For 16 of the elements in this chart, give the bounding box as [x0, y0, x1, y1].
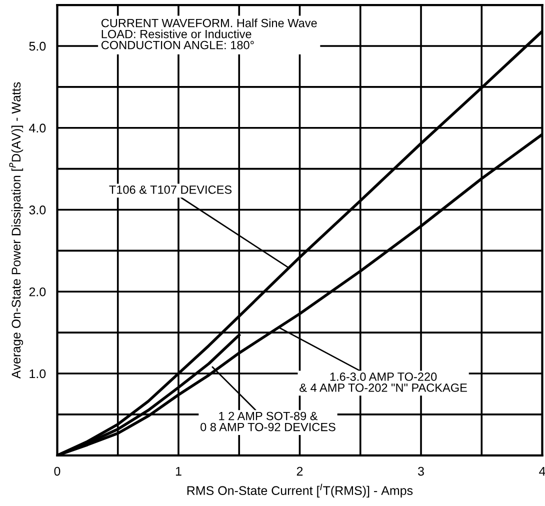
annotation: CURRENT WAVEFORM. Half Sine Wave LOAD: Resistive or Inductive CONDUCTION ANGLE: 180° [101, 18, 317, 50]
x-tick-label: 3 [418, 466, 424, 476]
annotation: 1.6-3.0 AMP TO-220 & 4 AMP TO-202 "N" PACKAGE [300, 372, 467, 392]
y-tick-label: 4.0 [29, 124, 46, 133]
y-tick-label: 5.0 [29, 42, 46, 51]
x-tick-label: 4 [539, 466, 545, 476]
annotation: 1 2 AMP SOT-89 & 0 8 AMP TO-92 DEVICES [200, 412, 336, 432]
y-tick-label: 2.0 [29, 287, 46, 296]
x-tick-label: 2 [296, 466, 303, 476]
y-tick-label: 3.0 [29, 206, 46, 214]
x-axis-title: RMS On-State Current [$^{I}$T(RMS)] - Amps [187, 484, 413, 498]
x-tick-label: 1 [176, 466, 182, 476]
annotation: T106 & T107 DEVICES [109, 185, 232, 194]
x-tick-label: 0 [54, 466, 60, 476]
y-axis-title: Average On-State Power Dissipation [$^{P}$D(AV)] - Watts [9, 82, 24, 379]
y-tick-label: 1.0 [30, 369, 46, 378]
